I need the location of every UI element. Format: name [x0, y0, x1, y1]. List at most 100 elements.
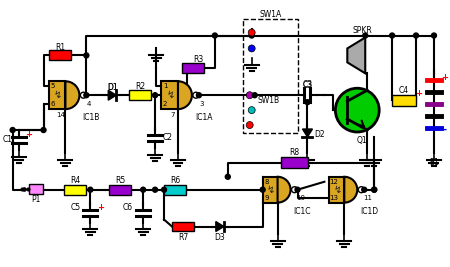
Circle shape [372, 187, 377, 192]
Text: ↯: ↯ [334, 185, 342, 195]
Circle shape [141, 187, 146, 192]
Circle shape [248, 45, 255, 52]
Text: 3: 3 [200, 101, 204, 107]
Text: +: + [441, 73, 448, 82]
Circle shape [10, 128, 15, 132]
Text: 5: 5 [50, 83, 55, 89]
Text: C2: C2 [163, 134, 173, 143]
Bar [281, 157, 308, 168]
Circle shape [363, 33, 368, 38]
Text: D1: D1 [107, 83, 117, 92]
Circle shape [248, 107, 255, 113]
Circle shape [153, 187, 158, 192]
Circle shape [358, 187, 364, 193]
Text: IC1C: IC1C [294, 207, 311, 216]
Text: 4: 4 [87, 101, 91, 107]
Text: C1: C1 [3, 135, 13, 144]
Circle shape [153, 93, 158, 98]
Circle shape [292, 187, 297, 193]
Text: C3: C3 [302, 81, 313, 90]
Text: C3: C3 [302, 80, 313, 89]
Text: R3: R3 [193, 55, 203, 64]
Circle shape [81, 92, 86, 98]
Text: R6: R6 [170, 176, 180, 185]
Polygon shape [216, 222, 224, 231]
Circle shape [84, 53, 89, 58]
Circle shape [225, 174, 230, 179]
Text: SPKR: SPKR [352, 26, 372, 34]
Circle shape [41, 128, 46, 132]
Text: R7: R7 [178, 233, 188, 242]
Polygon shape [329, 177, 344, 203]
Bar [172, 222, 194, 231]
Text: 2: 2 [163, 101, 167, 107]
Circle shape [196, 93, 202, 98]
Circle shape [246, 121, 253, 128]
Text: SW1B: SW1B [258, 96, 280, 105]
Bar [50, 50, 72, 60]
Wedge shape [65, 81, 79, 109]
Circle shape [295, 187, 300, 192]
Text: 7: 7 [171, 112, 175, 118]
Text: 6: 6 [50, 101, 55, 107]
Text: R8: R8 [289, 148, 300, 158]
Circle shape [88, 187, 93, 192]
Text: IC1B: IC1B [83, 113, 100, 122]
Text: +: + [415, 89, 423, 98]
Text: C6: C6 [123, 203, 133, 212]
Text: D3: D3 [215, 233, 225, 242]
Circle shape [372, 187, 377, 192]
Circle shape [362, 187, 367, 192]
Bar [164, 185, 186, 195]
Bar [64, 185, 86, 195]
Text: -: - [443, 125, 447, 135]
Text: C4: C4 [399, 86, 409, 95]
Circle shape [432, 33, 436, 38]
Circle shape [246, 92, 253, 99]
Text: ↯: ↯ [166, 90, 175, 100]
Text: 14: 14 [56, 112, 65, 118]
Text: IC1A: IC1A [195, 113, 213, 122]
Text: +: + [97, 203, 104, 212]
Text: D2: D2 [315, 131, 325, 139]
Text: R1: R1 [55, 43, 66, 52]
Circle shape [248, 29, 255, 36]
Text: +: + [25, 131, 32, 139]
Bar [109, 185, 131, 195]
Text: 1: 1 [163, 83, 167, 89]
Wedge shape [344, 177, 357, 203]
Text: D1: D1 [107, 83, 117, 92]
Bar [392, 95, 416, 106]
Polygon shape [347, 37, 365, 73]
Text: R4: R4 [70, 176, 81, 185]
Wedge shape [178, 81, 192, 109]
Text: ↯: ↯ [267, 185, 275, 195]
Text: R2: R2 [135, 82, 145, 91]
Circle shape [252, 93, 257, 98]
Bar [182, 63, 204, 73]
Circle shape [335, 88, 379, 132]
Circle shape [84, 93, 89, 98]
Circle shape [249, 33, 254, 38]
Circle shape [212, 33, 217, 38]
Text: 11: 11 [363, 195, 372, 201]
Polygon shape [263, 177, 278, 203]
Text: 13: 13 [329, 195, 338, 201]
Text: 8: 8 [265, 179, 269, 185]
Bar [243, 19, 297, 133]
Wedge shape [278, 177, 291, 203]
Text: C5: C5 [70, 203, 81, 212]
Bar [29, 184, 43, 194]
Text: 9: 9 [265, 195, 269, 201]
Circle shape [260, 187, 265, 192]
Circle shape [414, 33, 418, 38]
Bar [129, 90, 151, 100]
Circle shape [193, 92, 199, 98]
Text: IC1D: IC1D [360, 207, 378, 216]
Text: ↯: ↯ [54, 90, 62, 100]
Text: 10: 10 [296, 195, 305, 201]
Polygon shape [108, 90, 116, 100]
Polygon shape [302, 129, 312, 137]
Text: P1: P1 [31, 195, 40, 204]
Circle shape [162, 187, 166, 192]
